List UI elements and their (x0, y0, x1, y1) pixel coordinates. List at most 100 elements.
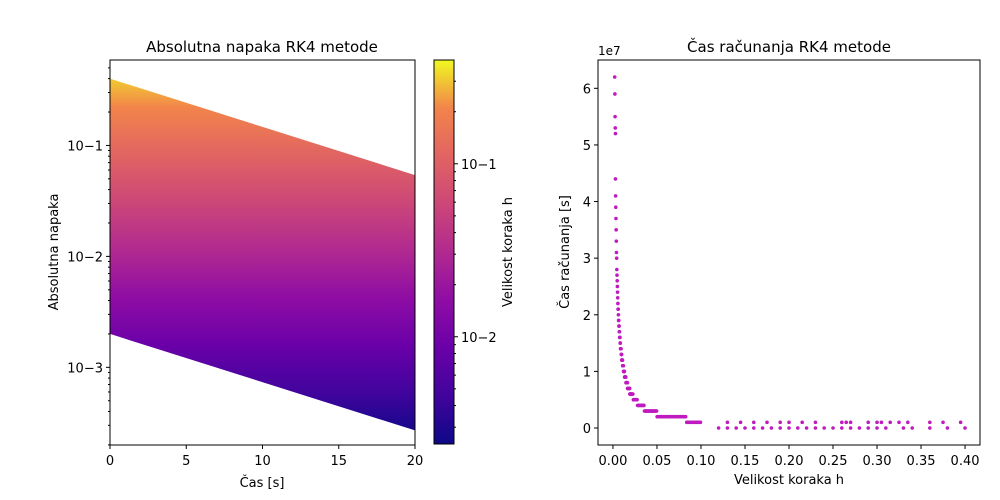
scatter-point (725, 426, 730, 430)
time-plot-frame (597, 59, 981, 446)
scatter-point (620, 358, 625, 362)
scatter-point (616, 312, 621, 317)
scatter-point (778, 420, 782, 425)
time-x-label: Velikost koraka h (734, 473, 844, 488)
error-y-tick-label: 10−3 (67, 361, 103, 376)
scatter-point (614, 256, 619, 260)
scatter-point (928, 426, 932, 430)
scatter-point (941, 420, 945, 425)
scatter-point (619, 346, 623, 351)
time-x-tick-label: 0.30 (863, 454, 892, 469)
scatter-point (616, 307, 621, 311)
scatter-point (625, 380, 630, 385)
time-y-tick-label: 0 (583, 422, 591, 437)
scatter-point (614, 239, 619, 243)
scatter-point (734, 426, 738, 430)
scatter-point (615, 273, 619, 277)
scatter-point (787, 420, 791, 425)
time-y-label: Čas računanja [s] (557, 195, 573, 309)
scatter-point (615, 267, 619, 272)
scatter-point (796, 426, 800, 430)
scatter-point (840, 426, 844, 430)
scatter-point (614, 216, 618, 221)
scatter-point (901, 426, 906, 430)
scatter-point (778, 426, 782, 430)
scatter-points (612, 75, 967, 430)
scatter-point (613, 205, 618, 210)
error-band (110, 78, 415, 431)
scatter-point (716, 426, 721, 430)
scatter-point (848, 426, 853, 430)
time-chart: Čas računanja RK4 metode 0.00 0.05 0.10 0.1… (557, 37, 981, 488)
scatter-point (813, 426, 818, 430)
scatter-point (642, 403, 646, 408)
scatter-point (800, 420, 804, 425)
scatter-point (615, 295, 620, 300)
error-x-tick-label: 5 (182, 454, 190, 469)
time-y-tick-label: 5 (583, 139, 591, 154)
error-x-tick-label: 20 (407, 454, 424, 469)
scatter-point (840, 420, 844, 425)
time-y-tick-label: 3 (583, 252, 591, 267)
time-offset-label: 1e7 (598, 44, 621, 58)
scatter-point (875, 420, 879, 425)
time-chart-title: Čas računanja RK4 metode (687, 37, 891, 56)
time-y-tick-label: 2 (583, 309, 591, 324)
scatter-point (613, 131, 618, 136)
scatter-point (616, 318, 621, 323)
error-chart-title: Absolutna napaka RK4 metode (146, 38, 378, 56)
time-x-tick-label: 0.15 (731, 454, 760, 469)
scatter-point (787, 426, 791, 430)
scatter-point (857, 426, 862, 430)
scatter-point (963, 426, 967, 430)
error-x-ticks: 0 5 10 15 20 (106, 445, 423, 469)
scatter-point (751, 420, 756, 425)
scatter-point (624, 375, 628, 379)
scatter-point (618, 335, 622, 340)
scatter-point (738, 420, 743, 425)
error-x-tick-label: 0 (106, 454, 114, 469)
scatter-point (875, 426, 879, 430)
scatter-point (765, 420, 769, 425)
error-y-ticks: 10−3 10−2 10−1 (67, 67, 110, 446)
colorbar-ticks: 10−2 10−1 (454, 80, 497, 428)
time-x-tick-label: 0.25 (819, 454, 848, 469)
scatter-point (769, 426, 774, 430)
time-x-tick-label: 0.20 (775, 454, 804, 469)
scatter-point (844, 420, 849, 425)
time-x-tick-label: 0.10 (687, 454, 716, 469)
scatter-point (831, 426, 835, 430)
scatter-point (614, 250, 619, 255)
scatter-point (683, 414, 688, 419)
colorbar (433, 59, 455, 445)
scatter-point (848, 420, 853, 425)
scatter-point (616, 301, 620, 306)
time-y-tick-label: 6 (583, 82, 591, 97)
colorbar-tick-label: 10−1 (461, 158, 497, 173)
scatter-point (622, 369, 627, 374)
scatter-point (906, 420, 910, 425)
time-y-ticks: 0 1 2 3 4 5 6 (583, 82, 598, 437)
error-x-tick-label: 10 (254, 454, 271, 469)
time-y-tick-label: 1 (583, 365, 591, 380)
time-x-tick-label: 0.35 (907, 454, 936, 469)
error-y-tick-label: 10−2 (67, 250, 103, 265)
scatter-point (804, 426, 809, 430)
error-x-label: Čas [s] (240, 475, 285, 491)
scatter-point (888, 420, 893, 425)
scatter-point (813, 420, 818, 425)
scatter-point (613, 92, 617, 96)
scatter-point (613, 126, 618, 130)
error-chart: Absolutna napaka RK4 metode 0 5 10 15 20 10−… (47, 38, 516, 491)
scatter-point (613, 177, 618, 181)
scatter-point (698, 420, 703, 425)
scatter-point (627, 386, 632, 391)
scatter-point (621, 363, 626, 368)
time-x-tick-label: 0.40 (951, 454, 980, 469)
error-y-tick-label: 10−1 (67, 139, 103, 154)
scatter-point (884, 426, 888, 430)
time-x-tick-label: 0.05 (642, 454, 671, 469)
scatter-point (635, 397, 639, 402)
scatter-point (760, 426, 765, 430)
